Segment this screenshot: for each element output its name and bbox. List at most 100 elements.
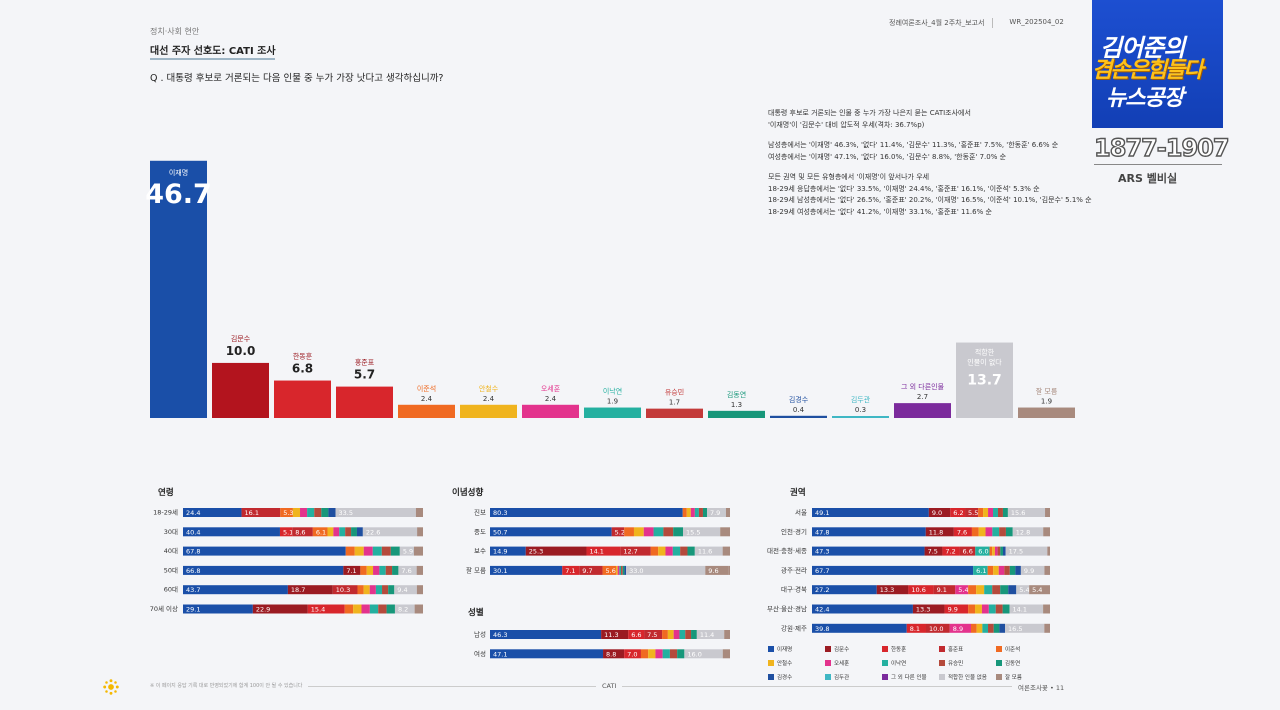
stack-segment bbox=[300, 508, 308, 517]
show-logo: 김어준의 겸손은힘들다 뉴스공장 bbox=[1092, 0, 1223, 128]
stack-segment bbox=[992, 527, 1000, 537]
stack-segment bbox=[673, 527, 683, 537]
stack-segment bbox=[373, 565, 380, 575]
stack-segment bbox=[362, 527, 418, 537]
bar-value: 1.9 bbox=[607, 398, 618, 406]
stack-segment bbox=[694, 508, 699, 517]
legend-item: 홍준표 bbox=[939, 645, 996, 653]
stack-segment bbox=[812, 546, 925, 556]
summary-line: 모든 권역 및 모든 유형층에서 '이재명'이 앞서나가 우세 bbox=[768, 173, 930, 181]
stack-segment bbox=[993, 565, 999, 575]
stack-segment bbox=[924, 546, 943, 556]
bar-value: 2.4 bbox=[421, 395, 433, 403]
segment-value: 13.3 bbox=[880, 586, 894, 594]
stack-segment bbox=[933, 585, 956, 595]
stack-segment bbox=[983, 508, 989, 517]
stack-segment bbox=[312, 527, 328, 537]
stack-segment bbox=[416, 565, 423, 575]
segment-value: 7.0 bbox=[627, 650, 637, 658]
stack-segment bbox=[949, 623, 971, 633]
stack-segment bbox=[1004, 565, 1010, 575]
stack-segment bbox=[993, 508, 998, 517]
bar-label: 한동훈 bbox=[293, 352, 313, 361]
segment-value: 39.8 bbox=[815, 625, 829, 633]
stack-segment bbox=[667, 630, 674, 639]
legend-item: 잘 모름 bbox=[996, 673, 1053, 681]
segment-value: 43.7 bbox=[186, 586, 200, 594]
stack-segment bbox=[345, 546, 355, 556]
stack-segment bbox=[995, 604, 1003, 614]
stack-segment bbox=[1043, 604, 1050, 614]
stack-segment bbox=[1016, 585, 1030, 595]
stack-segment bbox=[356, 527, 363, 537]
bar-유승민 bbox=[646, 408, 703, 418]
legend-label: 홍준표 bbox=[948, 647, 964, 653]
stack-segment bbox=[392, 565, 399, 575]
stack-segment bbox=[812, 623, 907, 633]
category-label: 정치·사회 현안 bbox=[150, 27, 200, 36]
stack-segment bbox=[601, 630, 629, 639]
bar-김문수 bbox=[212, 362, 269, 418]
segment-value: 49.1 bbox=[815, 509, 829, 517]
segment-value: 16.1 bbox=[245, 509, 259, 517]
phone-number: 1877-1907 bbox=[1093, 133, 1230, 162]
stack-segment bbox=[912, 604, 945, 614]
stack-segment bbox=[382, 585, 389, 595]
bar-label: 김동연 bbox=[727, 391, 746, 399]
bar-적합한 인물이 없다 bbox=[956, 342, 1013, 418]
segment-value: 14.1 bbox=[1013, 606, 1027, 614]
segment-value: 14.1 bbox=[589, 548, 603, 556]
row-label: 진보 bbox=[474, 508, 486, 517]
row-label: 중도 bbox=[474, 528, 486, 536]
stack-segment bbox=[686, 508, 691, 517]
bar-value: 6.8 bbox=[292, 362, 313, 376]
bar-value: 13.7 bbox=[967, 373, 1002, 389]
segment-value: 50.7 bbox=[493, 528, 507, 536]
stack-segment bbox=[361, 604, 370, 614]
logo-text-1: 김어준의 bbox=[1100, 34, 1185, 62]
bar-이낙연 bbox=[584, 407, 641, 418]
legend-item: 김경수 bbox=[768, 673, 825, 681]
stack-segment bbox=[579, 565, 603, 575]
sun-logo-icon bbox=[103, 679, 119, 695]
segment-value: 9.4 bbox=[397, 586, 407, 594]
stack-segment bbox=[490, 630, 602, 639]
segment-value: 5.9 bbox=[403, 548, 413, 556]
segment-value: 29.1 bbox=[186, 606, 200, 614]
meta-separator bbox=[992, 18, 1001, 28]
segment-value: 6.1 bbox=[976, 567, 986, 575]
bar-label: 김문수 bbox=[231, 335, 251, 343]
stack-segment bbox=[1009, 565, 1016, 575]
bar-value: 2.7 bbox=[917, 393, 928, 401]
stack-segment bbox=[1002, 546, 1006, 556]
stack-segment bbox=[354, 546, 364, 556]
bar-label: 안철수 bbox=[479, 384, 499, 393]
stack-segment bbox=[372, 546, 382, 556]
stack-segment bbox=[332, 585, 358, 595]
segment-value: 5.2 bbox=[615, 528, 625, 536]
segment-value: 16.5 bbox=[1008, 625, 1022, 633]
summary-line: 18-29세 남성층에서는 '없다' 26.5%, '홍준표' 20.2%, '… bbox=[768, 196, 1092, 204]
stack-segment bbox=[183, 565, 344, 575]
stack-segment bbox=[682, 508, 687, 517]
segment-value: 66.8 bbox=[186, 567, 200, 575]
segment-value: 67.8 bbox=[186, 548, 200, 556]
stack-segment bbox=[677, 649, 685, 659]
summary-line: 대통령 후보로 거론되는 인물 중 누가 가장 나은지 묻는 CATI조사에서 bbox=[768, 109, 971, 117]
stack-segment bbox=[1045, 508, 1050, 517]
segment-value: 24.4 bbox=[186, 509, 200, 517]
bar-김경수 bbox=[770, 415, 827, 418]
stack-segment bbox=[363, 585, 370, 595]
segment-value: 15.5 bbox=[686, 528, 700, 536]
stack-segment bbox=[665, 546, 673, 556]
segment-value: 6.1 bbox=[316, 528, 326, 536]
stack-segment bbox=[992, 585, 1001, 595]
stack-segment bbox=[621, 565, 623, 575]
stack-segment bbox=[950, 508, 966, 517]
stack-segment bbox=[1043, 527, 1050, 537]
stack-segment bbox=[1005, 546, 1048, 556]
stack-segment bbox=[626, 565, 706, 575]
stack-segment bbox=[973, 565, 988, 575]
stack-segment bbox=[643, 527, 654, 537]
